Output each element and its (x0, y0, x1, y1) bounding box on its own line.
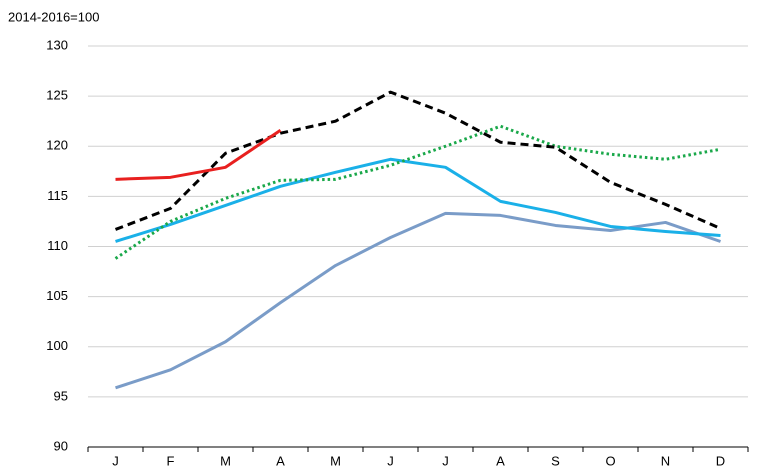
y-tick-label: 115 (47, 188, 68, 203)
x-tick-label: J (387, 453, 394, 468)
x-tick-label: N (661, 453, 670, 468)
x-tick-label: M (220, 453, 231, 468)
x-tick-label: D (716, 453, 725, 468)
x-tick-label: O (605, 453, 615, 468)
y-tick-label: 120 (46, 138, 68, 153)
line-series (115, 157, 721, 243)
line-series (114, 90, 722, 231)
x-tick-label: M (330, 453, 341, 468)
y-tick-label: 110 (47, 238, 68, 253)
line-series (115, 128, 282, 181)
y-tick-label: 100 (46, 338, 68, 353)
line-series (114, 124, 721, 260)
x-tick-label: A (496, 453, 505, 468)
x-tick-label: A (276, 453, 285, 468)
y-tick-label: 105 (46, 288, 68, 303)
y-tick-label: 130 (46, 37, 68, 52)
x-tick-label: F (167, 453, 175, 468)
subtitle: 2014-2016=100 (8, 9, 99, 24)
y-tick-label: 90 (54, 438, 68, 453)
x-tick-label: J (112, 453, 119, 468)
y-tick-label: 125 (46, 88, 68, 103)
x-tick-label: S (551, 453, 560, 468)
y-tick-label: 95 (54, 388, 68, 403)
line-series (115, 211, 721, 390)
x-tick-label: J (442, 453, 449, 468)
